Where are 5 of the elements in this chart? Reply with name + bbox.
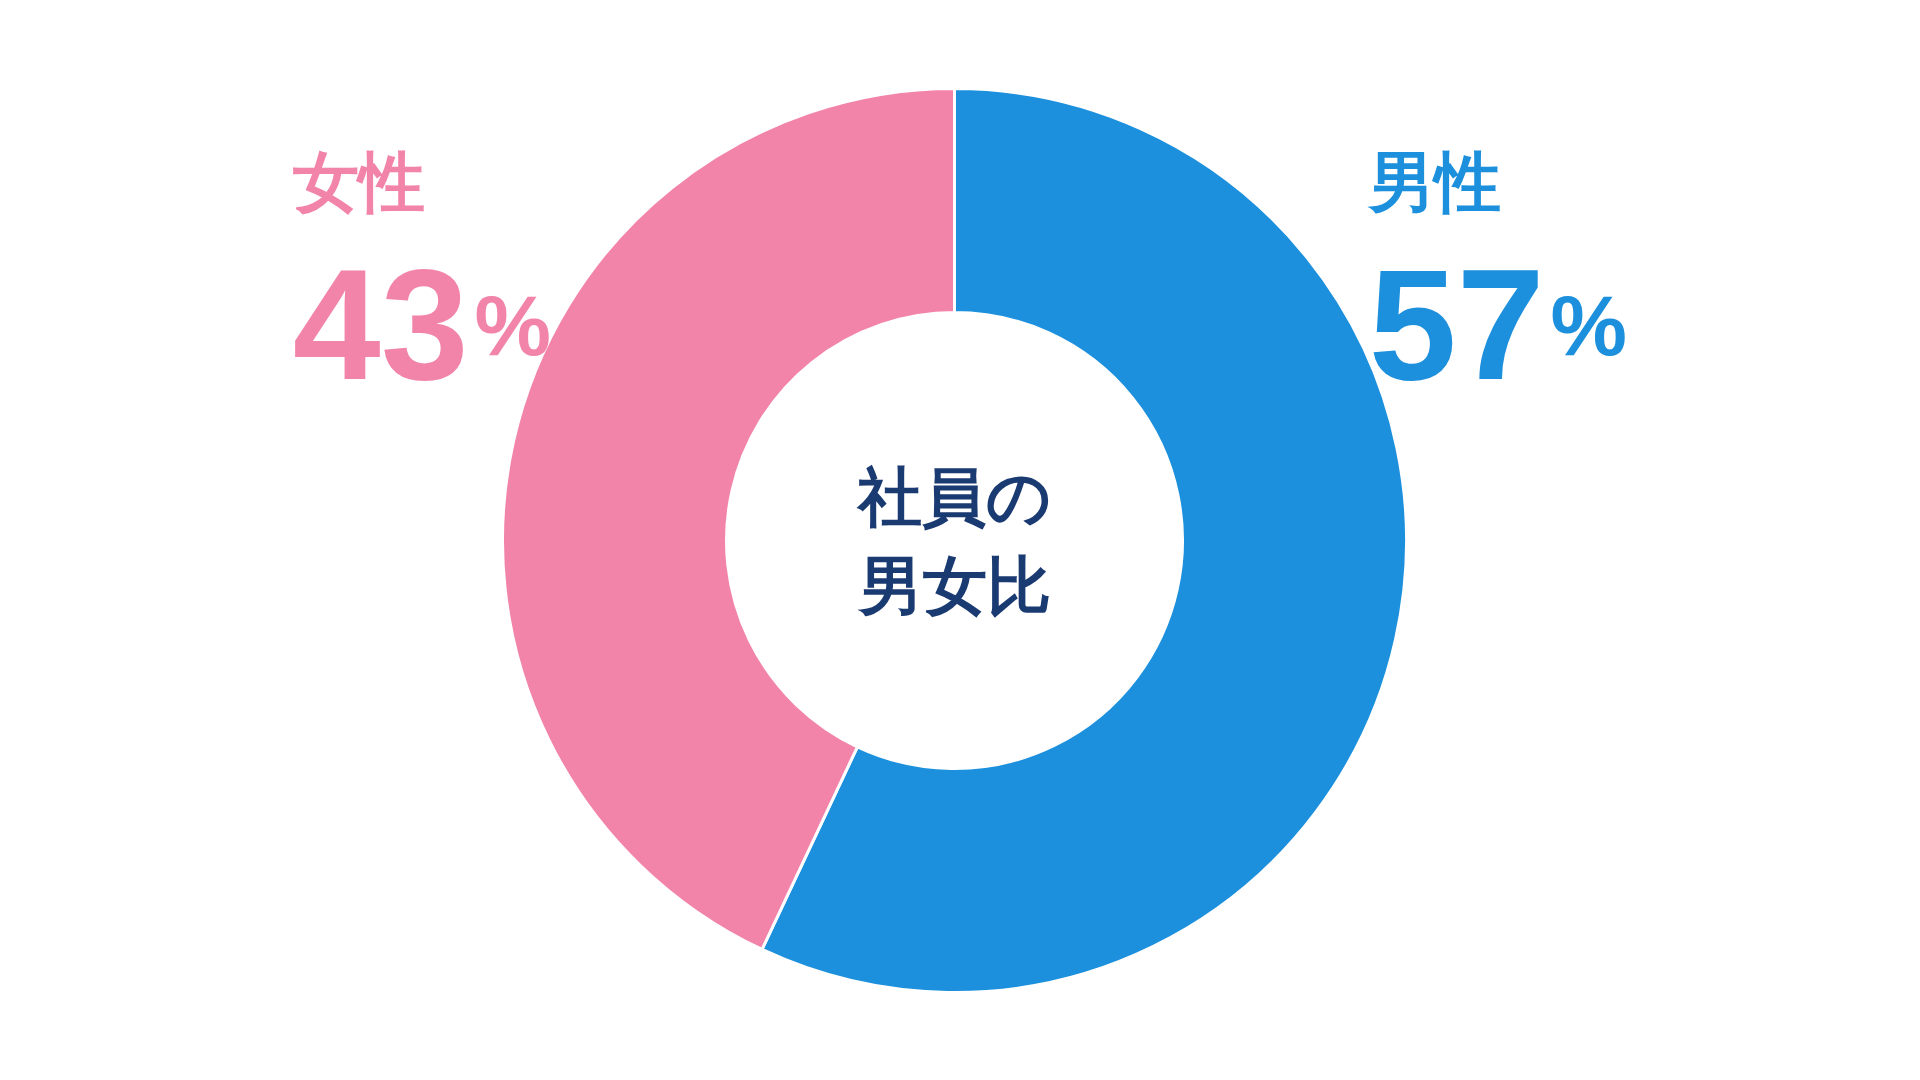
text: 社員の男女比 (855, 460, 1052, 622)
data-label: 43% (292, 236, 551, 412)
slice-label: 男性 (1366, 144, 1501, 219)
slice-label: 女性 (291, 144, 425, 219)
data-label: 57% (1368, 236, 1627, 412)
